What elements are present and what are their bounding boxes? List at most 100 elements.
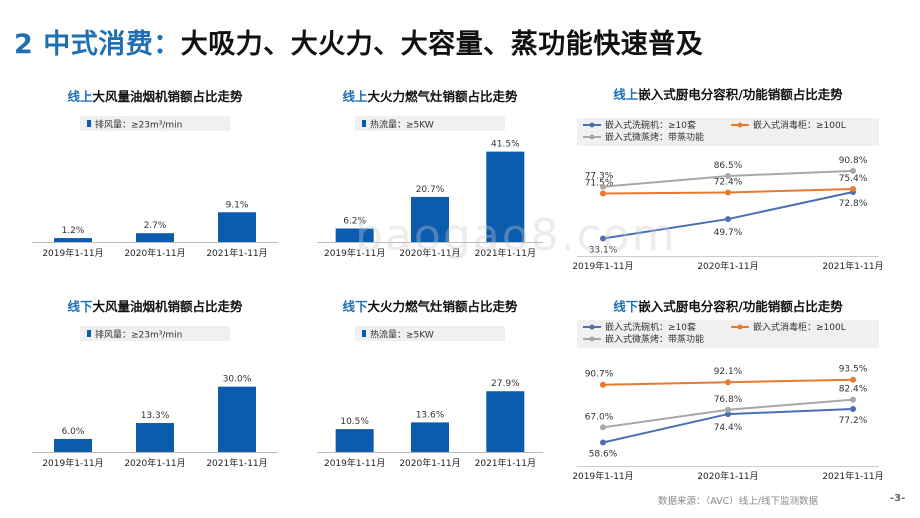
data-label: 27.9%: [491, 379, 520, 389]
data-point: [600, 381, 606, 388]
bar-chart-offline-stove: 热流量：≥5KW 10.5% 2019年1-11月 13.6% 2020年1-11月 27…: [317, 326, 543, 469]
x-tick-label: 2021年1-11月: [822, 470, 883, 480]
bar: [136, 233, 174, 242]
page-number: -3-: [890, 493, 906, 504]
chart-title-prefix: 线下: [342, 299, 368, 314]
legend: 排风量：≥23m³/min: [80, 326, 230, 341]
chart-title-prefix: 线上: [67, 89, 93, 104]
data-point: [850, 396, 856, 403]
x-tick-label: 2021年1-11月: [475, 247, 536, 259]
data-point: [850, 406, 856, 413]
legend: 嵌入式洗碗机：≥10套 嵌入式消毒柜：≥100L 嵌入式微蒸烤：带蒸功能: [577, 320, 879, 348]
data-label: 9.1%: [226, 200, 249, 210]
legend: 热流量：≥5KW: [355, 116, 505, 131]
data-point: [725, 172, 731, 179]
x-tick-label: 2019年1-11月: [573, 260, 634, 270]
legend-marker: [737, 122, 743, 128]
legend-swatch: [362, 120, 366, 127]
data-label: 13.3%: [141, 411, 170, 421]
data-label: 77.3%: [585, 172, 614, 182]
chart-panel-online-builtin: 线上嵌入式厨电分容积/功能销额占比走势 嵌入式洗碗机：≥10套 嵌入式消毒柜：≥1…: [572, 80, 884, 272]
watermark: baogao8.com: [355, 210, 677, 261]
legend-box: [80, 116, 230, 131]
chart-panel-online-hood: 线上大风量油烟机销额占比走势 排风量：≥23m³/min 1.2% 2019年1-1…: [20, 80, 290, 270]
chart-title: 线上大火力燃气灶销额占比走势: [305, 86, 555, 105]
data-label: 41.5%: [491, 140, 520, 150]
legend-marker: [589, 134, 595, 140]
x-tick-label: 2021年1-11月: [206, 457, 267, 469]
x-tick-label: 2020年1-11月: [124, 457, 185, 469]
chart-title: 线上大风量油烟机销额占比走势: [20, 86, 290, 105]
legend-label: 热流量：≥5KW: [370, 119, 434, 131]
chart-title-prefix: 线上: [613, 87, 639, 102]
bar: [54, 438, 92, 452]
data-point: [725, 406, 731, 413]
data-source-note: 数据来源：（AVC）线上/线下监测数据: [658, 496, 818, 507]
legend-label: 排风量：≥23m³/min: [95, 329, 182, 341]
data-label: 33.1%: [589, 246, 618, 256]
legend-label: 嵌入式微蒸烤：带蒸功能: [605, 131, 704, 143]
data-label: 92.1%: [714, 367, 743, 377]
data-label: 1.2%: [62, 226, 85, 236]
x-tick-label: 2021年1-11月: [822, 260, 883, 270]
x-tick-label: 2020年1-11月: [697, 470, 758, 480]
data-label: 6.0%: [62, 427, 85, 437]
legend-label: 嵌入式洗碗机：≥10套: [605, 321, 696, 333]
data-point: [725, 379, 731, 386]
legend-box: [577, 118, 879, 146]
legend-box: [355, 116, 505, 131]
bar-chart-online-hood: 排风量：≥23m³/min 1.2% 2019年1-11月 2.7% 2020年1-11…: [32, 116, 278, 259]
bar-chart-offline-hood: 排风量：≥23m³/min 6.0% 2019年1-11月 13.3% 2020年1-1…: [32, 326, 278, 469]
legend-swatch: [87, 120, 91, 127]
legend-swatch: [87, 330, 91, 337]
chart-title-prefix: 线上: [342, 89, 368, 104]
line-chart-offline-builtin: 嵌入式洗碗机：≥10套 嵌入式消毒柜：≥100L 嵌入式微蒸烤：带蒸功能 2019年1…: [572, 320, 884, 482]
section-number: 2: [14, 29, 34, 60]
data-label: 72.8%: [839, 199, 868, 209]
legend-label: 嵌入式消毒柜：≥100L: [753, 321, 846, 333]
chart-title: 线下嵌入式厨电分容积/功能销额占比走势: [573, 296, 883, 315]
x-tick-label: 2020年1-11月: [399, 247, 460, 259]
bar: [411, 422, 449, 452]
legend: 排风量：≥23m³/min: [80, 116, 230, 131]
bar: [335, 429, 374, 452]
data-label: 10.5%: [340, 417, 369, 427]
data-label: 90.8%: [839, 156, 868, 166]
legend: 热流量：≥5KW: [355, 326, 505, 341]
chart-title-text: 大风量油烟机销额占比走势: [92, 299, 243, 314]
legend-marker: [589, 324, 595, 330]
data-label: 77.2%: [839, 416, 868, 426]
data-point: [850, 167, 856, 174]
data-point: [725, 216, 731, 223]
data-point: [600, 183, 606, 190]
data-label: 71.5%: [585, 179, 614, 189]
data-label: 82.4%: [839, 385, 868, 395]
bar: [335, 228, 374, 242]
bar: [486, 151, 525, 242]
legend-box: [577, 320, 879, 348]
chart-panel-offline-hood: 线下大风量油烟机销额占比走势 排风量：≥23m³/min 6.0% 2019年1-1…: [20, 290, 290, 480]
data-label: 2.7%: [144, 221, 167, 231]
line-chart-online-builtin: 嵌入式洗碗机：≥10套 嵌入式消毒柜：≥100L 嵌入式微蒸烤：带蒸功能 2019年1…: [572, 118, 884, 272]
legend-marker: [737, 324, 743, 330]
chart-title-text: 大风量油烟机销额占比走势: [92, 89, 243, 104]
data-point: [600, 424, 606, 431]
data-label: 13.6%: [416, 410, 445, 420]
data-point: [600, 235, 606, 242]
bar: [218, 386, 256, 452]
x-tick-label: 2020年1-11月: [697, 260, 758, 270]
x-tick-label: 2019年1-11月: [573, 470, 634, 480]
x-tick-label: 2020年1-11月: [124, 247, 185, 259]
data-point: [725, 189, 731, 196]
legend-label: 热流量：≥5KW: [370, 329, 434, 341]
chart-title-prefix: 线下: [613, 299, 639, 314]
legend-marker: [589, 122, 595, 128]
data-point: [725, 411, 731, 418]
legend-label: 排风量：≥23m³/min: [95, 119, 182, 131]
x-tick-label: 2019年1-11月: [324, 457, 385, 469]
x-tick-label: 2021年1-11月: [475, 457, 536, 469]
data-label: 76.8%: [714, 395, 743, 405]
legend-marker: [589, 336, 595, 342]
data-label: 74.4%: [714, 423, 743, 433]
bar: [54, 238, 92, 242]
